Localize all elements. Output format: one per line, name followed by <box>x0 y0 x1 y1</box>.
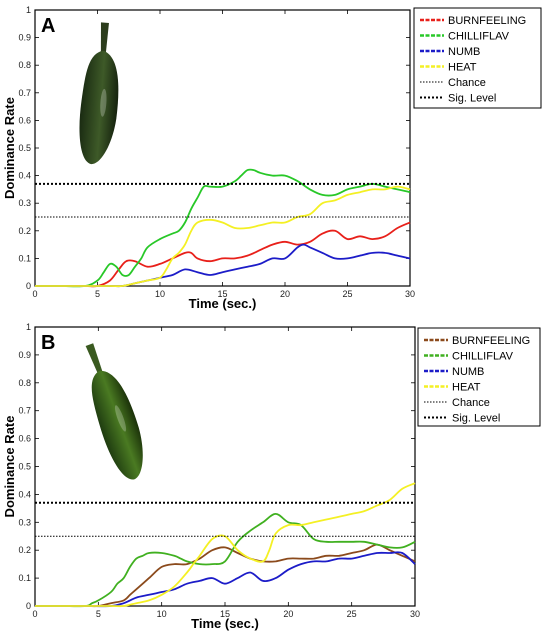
series-line-burnfeeling <box>35 543 416 608</box>
legend-entry: Sig. Level <box>452 413 500 425</box>
y-tick-label: 0.5 <box>18 462 31 472</box>
x-axis-label: Time (sec.) <box>191 616 259 631</box>
y-axis-label: Dominance Rate <box>2 416 17 518</box>
y-tick-label: 0.1 <box>18 253 31 263</box>
x-tick-label: 15 <box>220 609 230 619</box>
pepper-image <box>85 343 143 480</box>
x-tick-label: 10 <box>155 289 165 299</box>
y-tick-label: 0.6 <box>18 115 31 125</box>
panel-label: B <box>41 332 55 354</box>
x-axis-label: Time (sec.) <box>189 296 257 311</box>
x-tick-label: 5 <box>95 289 100 299</box>
y-tick-label: 0.6 <box>18 434 31 444</box>
y-tick-label: 0.8 <box>18 378 31 388</box>
series-line-numb <box>35 551 416 608</box>
y-tick-label: 0.4 <box>18 171 31 181</box>
plot-area <box>34 326 416 607</box>
x-tick-label: 30 <box>405 289 415 299</box>
y-tick-label: 0.3 <box>18 198 31 208</box>
y-tick-label: 0.8 <box>18 60 31 70</box>
legend <box>417 327 541 427</box>
y-tick-label: 1 <box>26 322 31 332</box>
x-tick-label: 20 <box>283 609 293 619</box>
y-tick-label: 0 <box>26 601 31 611</box>
x-tick-label: 10 <box>157 609 167 619</box>
y-tick-label: 0.4 <box>18 489 31 499</box>
y-tick-label: 0.2 <box>18 545 31 555</box>
y-tick-label: 0.7 <box>18 406 31 416</box>
y-tick-label: 0.1 <box>18 573 31 583</box>
x-tick-label: 25 <box>347 609 357 619</box>
x-tick-label: 20 <box>280 289 290 299</box>
legend-entry: CHILLIFLAV <box>452 351 514 363</box>
legend-entry: BURNFEELING <box>452 335 530 347</box>
y-tick-label: 1 <box>26 5 31 15</box>
x-tick-label: 0 <box>32 289 37 299</box>
panel-label: A <box>41 15 55 37</box>
legend-entry: Chance <box>452 397 490 409</box>
legend-entry: HEAT <box>448 62 477 74</box>
series-line-chilliflav <box>34 168 411 288</box>
x-tick-label: 15 <box>217 289 227 299</box>
x-tick-label: 25 <box>342 289 352 299</box>
y-tick-label: 0.9 <box>18 33 31 43</box>
series-line-heat <box>35 482 416 608</box>
legend <box>413 7 542 109</box>
y-tick-label: 0 <box>26 281 31 291</box>
legend-entry: BURNFEELING <box>448 15 526 27</box>
y-tick-label: 0.3 <box>18 517 31 527</box>
legend-entry: Chance <box>448 77 486 89</box>
y-tick-label: 0.2 <box>18 226 31 236</box>
series-line-heat <box>34 185 411 288</box>
legend-entry: NUMB <box>448 46 480 58</box>
legend-entry: Sig. Level <box>448 93 496 105</box>
legend-entry: HEAT <box>452 382 481 394</box>
y-tick-label: 0.7 <box>18 88 31 98</box>
legend-entry: CHILLIFLAV <box>448 31 510 43</box>
pepper-image <box>79 22 119 165</box>
x-tick-label: 0 <box>32 609 37 619</box>
x-tick-label: 30 <box>410 609 420 619</box>
x-tick-label: 5 <box>96 609 101 619</box>
legend-entry: NUMB <box>452 366 484 378</box>
y-tick-label: 0.5 <box>18 143 31 153</box>
chart-panel-b: 00.10.20.30.40.50.60.70.80.910 5 10 15 20 25 3… <box>2 322 541 631</box>
y-axis-label: Dominance Rate <box>2 97 17 199</box>
y-tick-label: 0.9 <box>18 350 31 360</box>
series-line-chilliflav <box>35 512 416 608</box>
chart-panel-a: 00.10.20.30.40.50.60.70.80.910 5 10 15 20 25 3… <box>2 5 542 311</box>
